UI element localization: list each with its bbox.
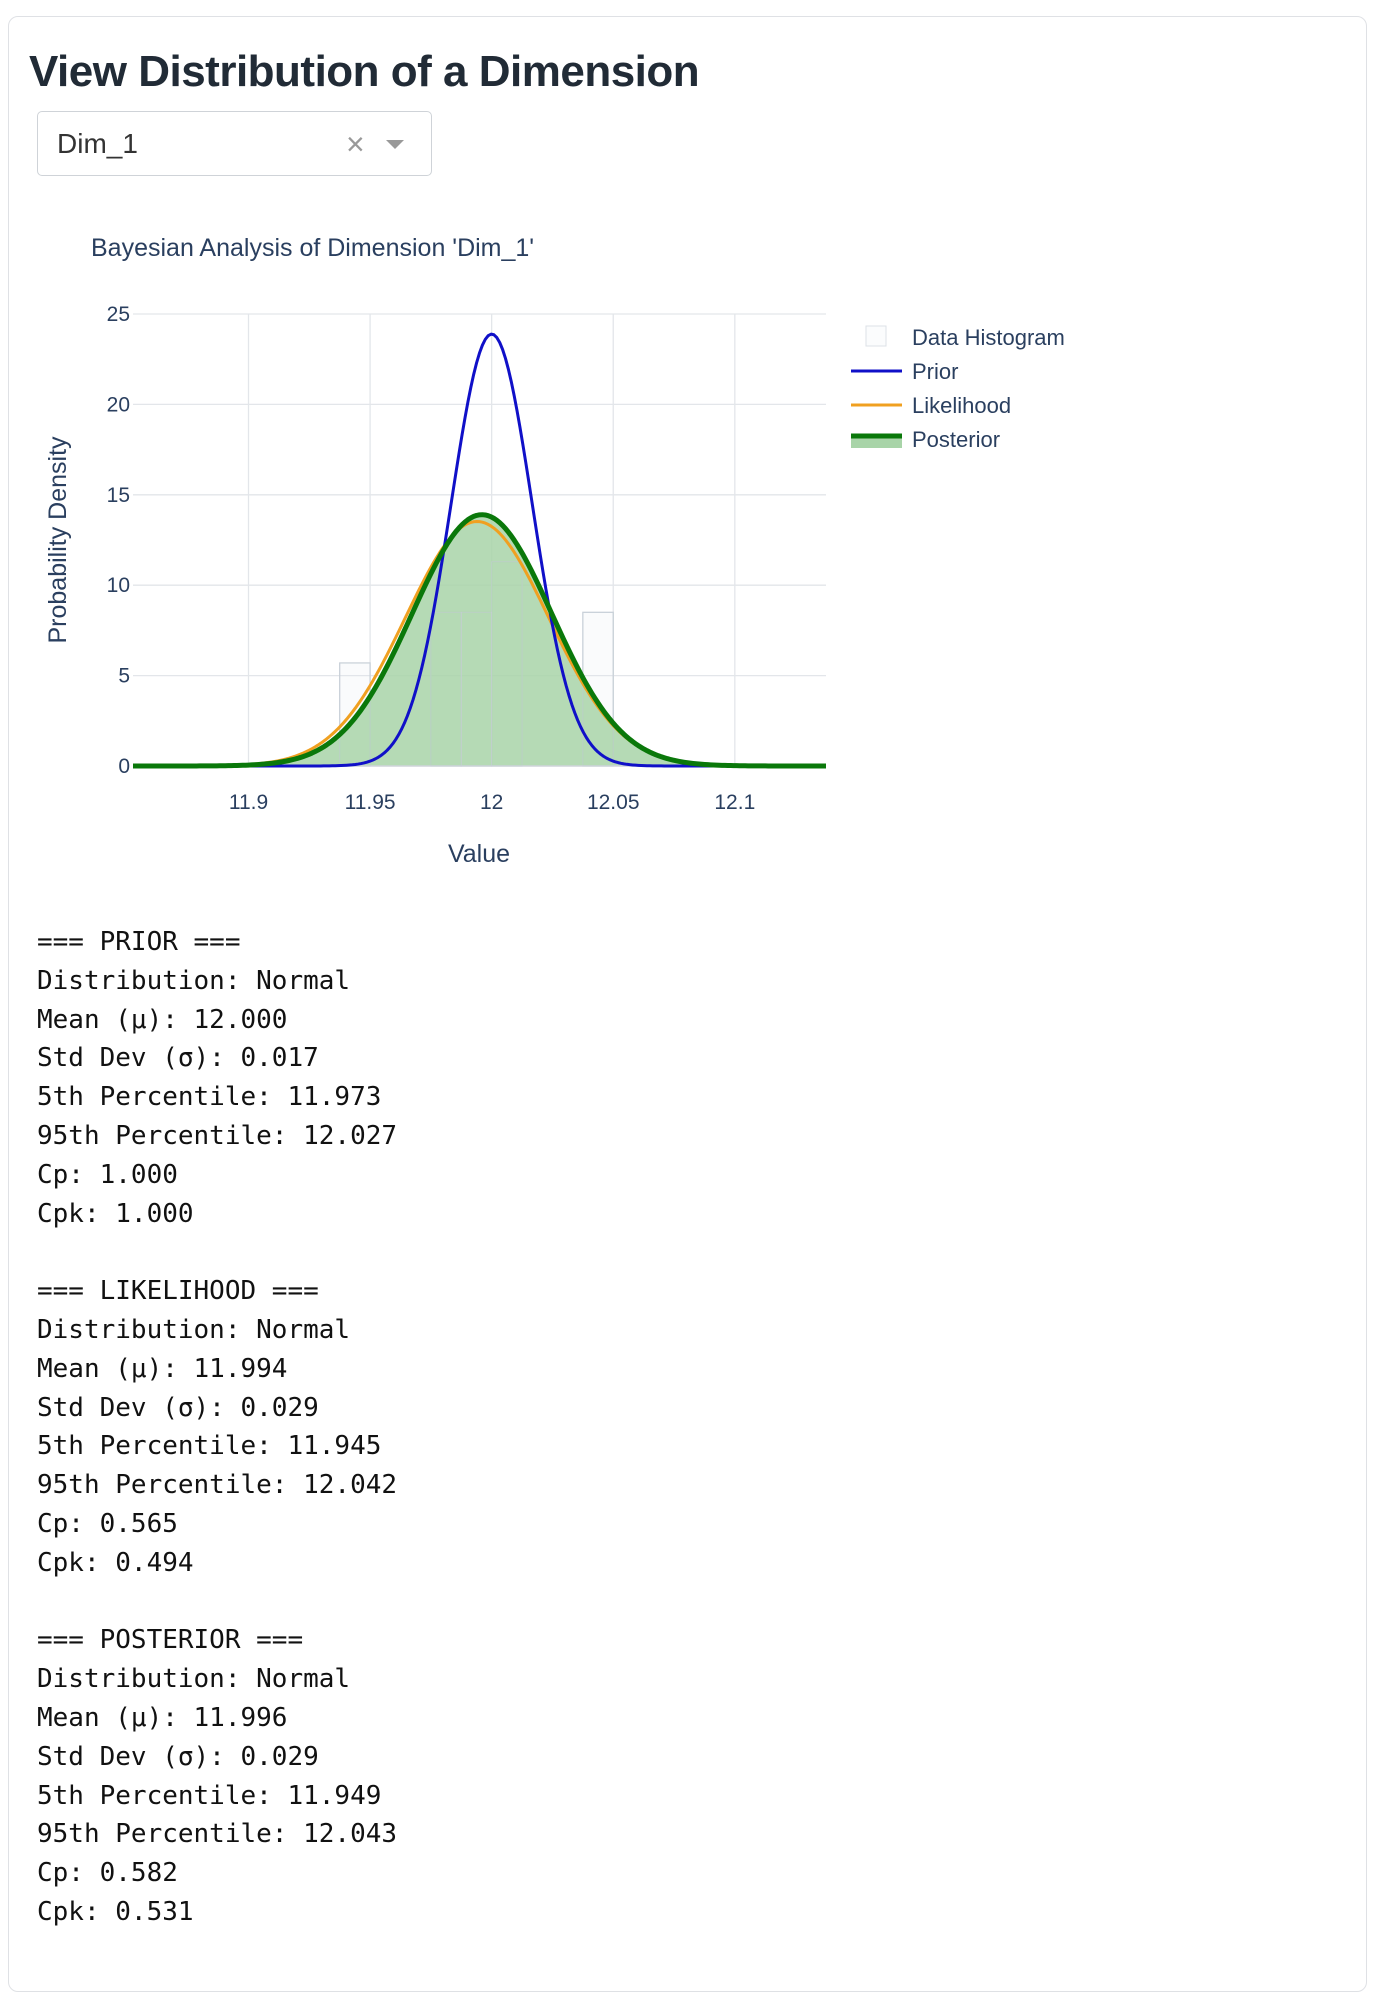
y-tick-label: 25 (107, 303, 130, 326)
stats-line: Std Dev (σ): 0.029 (37, 1392, 319, 1423)
stats-line: Mean (μ): 11.994 (37, 1353, 288, 1384)
posterior-area (133, 514, 826, 766)
legend-label: Likelihood (912, 393, 1011, 418)
stats-section-heading: === POSTERIOR === (37, 1625, 304, 1656)
dimension-distribution-card (8, 16, 1367, 1992)
x-tick-label: 12 (480, 791, 503, 814)
x-tick-label: 11.9 (229, 791, 268, 814)
legend-label: Posterior (912, 427, 1000, 452)
stats-line: 95th Percentile: 12.042 (37, 1470, 398, 1501)
stats-line: Distribution: Normal (37, 1314, 351, 1345)
stats-line: Cpk: 0.531 (37, 1896, 194, 1927)
y-tick-label: 20 (107, 393, 130, 416)
bayesian-chart[interactable]: Bayesian Analysis of Dimension 'Dim_1' 11… (0, 220, 1376, 880)
dimension-dropdown[interactable]: Dim_1 × (37, 111, 432, 176)
chevron-down-icon[interactable] (386, 140, 404, 149)
dropdown-selected-value: Dim_1 (57, 128, 138, 159)
legend-label: Prior (912, 359, 958, 384)
stats-spacer (37, 1233, 397, 1272)
stats-line: 5th Percentile: 11.945 (37, 1431, 382, 1462)
legend-label: Data Histogram (912, 325, 1065, 350)
histogram-bar-outline (491, 561, 523, 767)
y-tick-label: 10 (107, 574, 130, 597)
stats-line: Cp: 1.000 (37, 1159, 178, 1190)
x-tick-label: 12.1 (714, 791, 755, 814)
x-axis-title: Value (448, 840, 510, 868)
y-tick-label: 15 (107, 484, 130, 507)
stats-line: 95th Percentile: 12.027 (37, 1120, 398, 1151)
stats-line: Std Dev (σ): 0.029 (37, 1741, 319, 1772)
stats-line: Cpk: 1.000 (37, 1198, 194, 1229)
stats-spacer (37, 1583, 397, 1622)
chart-title: Bayesian Analysis of Dimension 'Dim_1' (91, 234, 534, 262)
stats-line: Cp: 0.565 (37, 1508, 178, 1539)
y-tick-label: 5 (118, 665, 130, 688)
stats-line: Cp: 0.582 (37, 1858, 178, 1889)
stats-section-heading: === LIKELIHOOD === (37, 1276, 319, 1307)
stats-line: 5th Percentile: 11.973 (37, 1082, 382, 1113)
stats-line: Cpk: 0.494 (37, 1547, 194, 1578)
posterior-line (133, 512, 826, 769)
y-tick-label: 0 (118, 755, 130, 778)
x-tick-label: 12.05 (587, 791, 640, 814)
histogram-bar-outline (582, 611, 614, 767)
statistics-summary: === PRIOR === Distribution: Normal Mean (μ… (37, 923, 397, 1932)
legend-histogram-swatch (865, 325, 887, 347)
stats-line: Mean (μ): 11.996 (37, 1702, 288, 1733)
y-axis-title: Probability Density (44, 436, 72, 644)
stats-line: 5th Percentile: 11.949 (37, 1780, 382, 1811)
clear-icon[interactable]: × (346, 126, 365, 162)
stats-line: Distribution: Normal (37, 1664, 351, 1695)
stats-section-heading: === PRIOR === (37, 927, 241, 957)
stats-line: Distribution: Normal (37, 965, 351, 996)
stats-line: Mean (μ): 12.000 (37, 1004, 288, 1035)
stats-line: Std Dev (σ): 0.017 (37, 1043, 319, 1074)
stats-line: 95th Percentile: 12.043 (37, 1819, 398, 1850)
x-tick-label: 11.95 (345, 791, 396, 814)
page-title: View Distribution of a Dimension (29, 47, 700, 96)
